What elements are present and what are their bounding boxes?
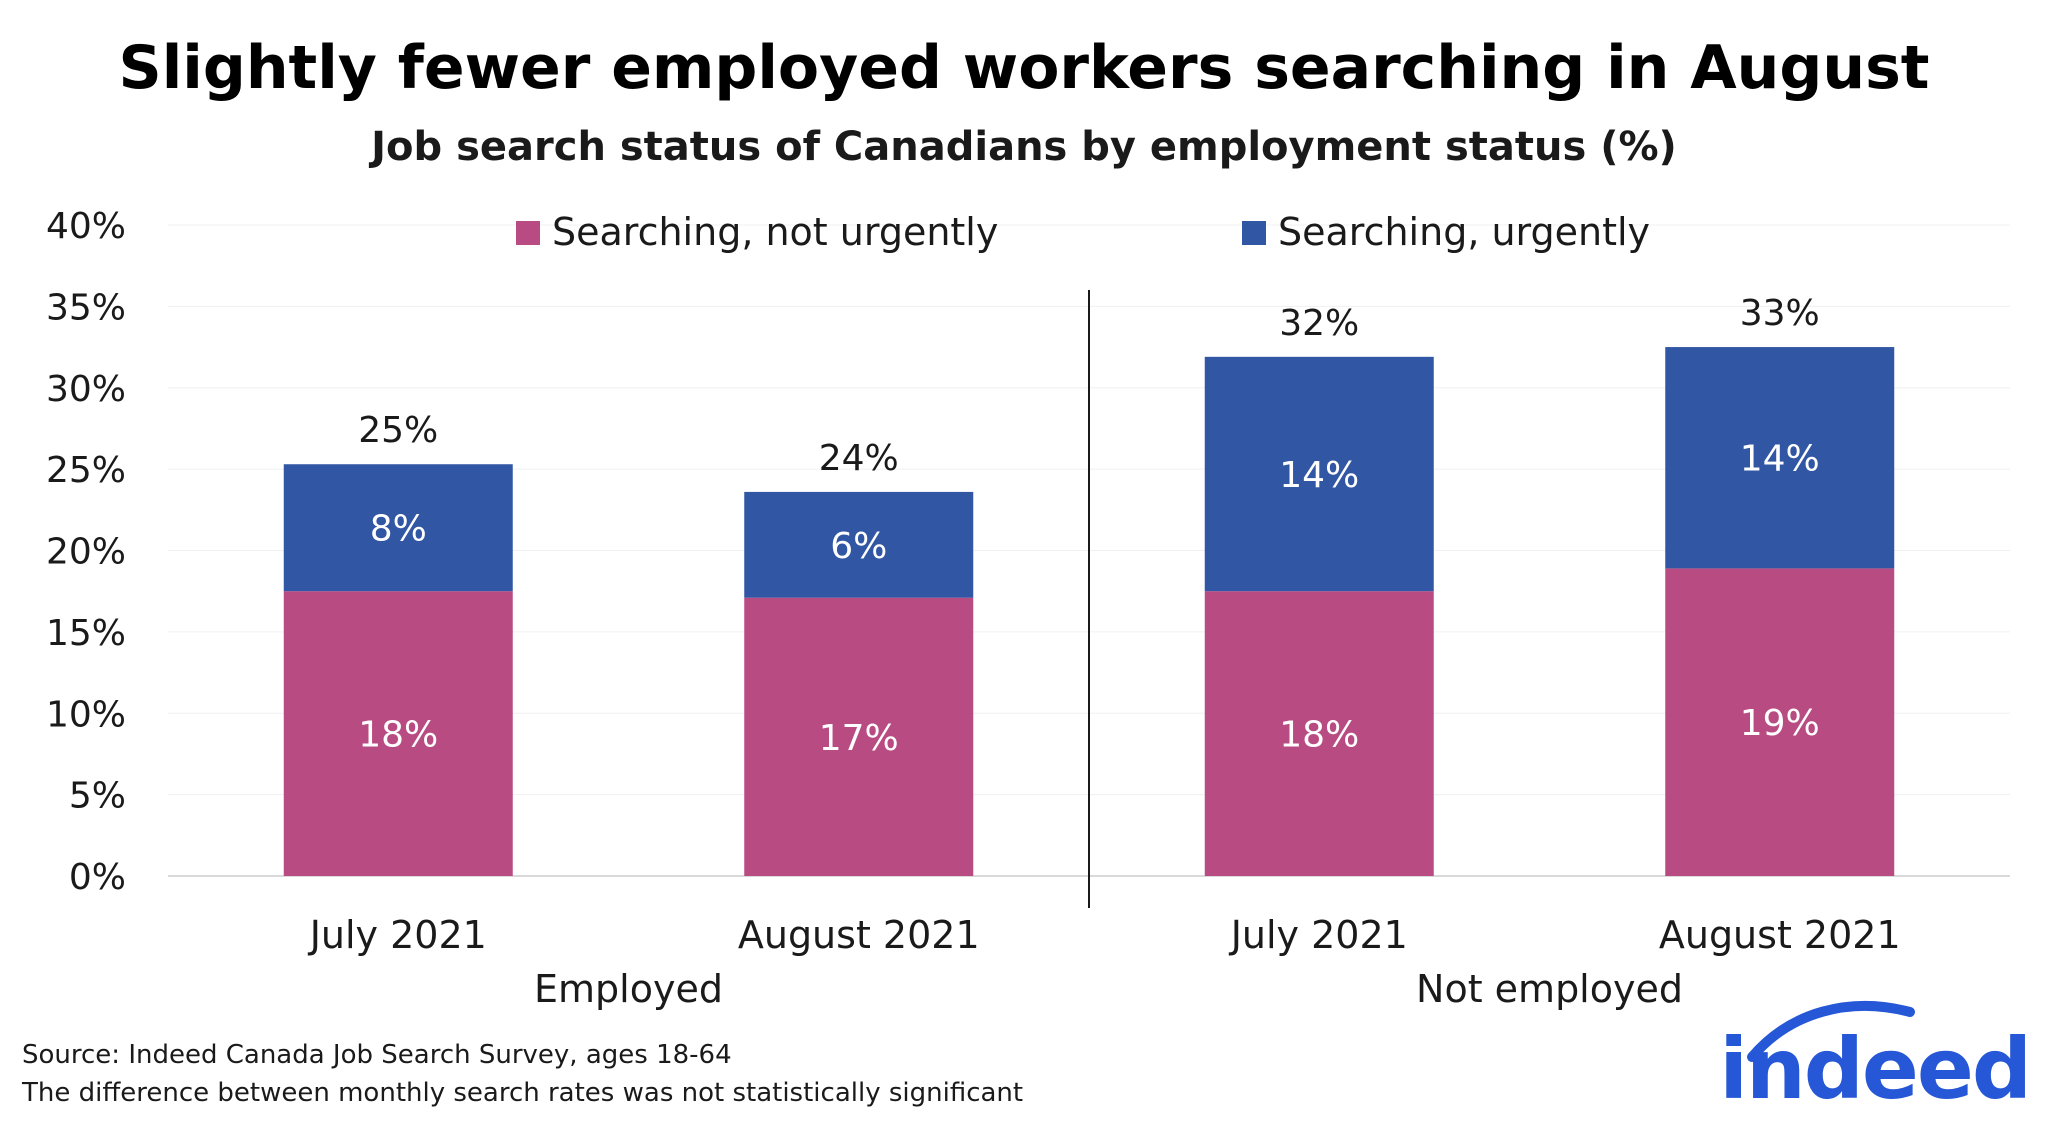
source-note: Source: Indeed Canada Job Search Survey,… — [22, 1040, 732, 1070]
indeed-logo: indeed — [1719, 1001, 2032, 1118]
bar-segment — [283, 591, 513, 876]
category-label: July 2021 — [308, 913, 487, 957]
total-label: 24% — [819, 438, 899, 479]
category-label: July 2021 — [1229, 913, 1408, 957]
bar-segment — [283, 464, 513, 592]
chart-subtitle: Job search status of Canadians by employ… — [368, 124, 1677, 170]
legend-label: Searching, not urgently — [552, 210, 998, 254]
bar-segment — [1665, 347, 1895, 569]
data-label: 14% — [1740, 439, 1820, 480]
data-label: 19% — [1740, 703, 1820, 744]
y-tick-label: 40% — [46, 206, 126, 247]
bars: 18% 8% 25% 17% 6% 24% 18% 14% 32% 19% 14% 33% — [283, 293, 1895, 876]
y-tick-label: 5% — [69, 776, 126, 817]
total-label: 32% — [1279, 303, 1359, 344]
legend-swatch — [1242, 221, 1266, 245]
logo-wordmark: indeed — [1719, 1020, 2030, 1118]
data-label: 17% — [819, 718, 899, 759]
y-tick-label: 15% — [46, 613, 126, 654]
category-label: August 2021 — [1659, 913, 1901, 957]
bar-segment — [1665, 568, 1895, 876]
total-label: 33% — [1740, 293, 1820, 334]
data-label: 6% — [830, 526, 887, 567]
y-tick-label: 30% — [46, 369, 126, 410]
logo-swoosh-icon — [1747, 1001, 1915, 1062]
bar-segment — [744, 597, 974, 876]
y-tick-label: 25% — [46, 450, 126, 491]
group-label: Not employed — [1416, 967, 1683, 1011]
legend-label: Searching, urgently — [1278, 210, 1650, 254]
bar-segment — [1204, 356, 1434, 592]
bar-segment — [1204, 591, 1434, 876]
bar-segment — [744, 491, 974, 598]
chart-title: Slightly fewer employed workers searchin… — [119, 33, 1930, 103]
x-axis: July 2021 August 2021 July 2021 August 2021… — [308, 290, 1901, 1011]
data-label: 8% — [370, 509, 427, 550]
y-tick-label: 0% — [69, 857, 126, 898]
y-tick-label: 10% — [46, 694, 126, 735]
group-label: Employed — [534, 967, 723, 1011]
y-tick-label: 20% — [46, 532, 126, 573]
y-tick-label: 35% — [46, 287, 126, 328]
data-label: 14% — [1279, 455, 1359, 496]
y-axis: 0% 5% 10% 15% 20% 25% 30% 35% 40% — [46, 206, 2010, 898]
total-label: 25% — [358, 410, 438, 451]
legend: Searching, not urgently Searching, urgent… — [516, 210, 1650, 254]
significance-note: The difference between monthly search ra… — [21, 1078, 1023, 1108]
category-label: August 2021 — [738, 913, 980, 957]
legend-swatch — [516, 221, 540, 245]
data-label: 18% — [1279, 715, 1359, 756]
data-label: 18% — [358, 715, 438, 756]
